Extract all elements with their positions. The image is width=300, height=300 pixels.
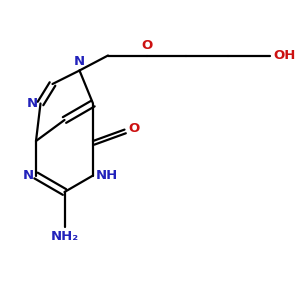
Text: N: N [22, 169, 34, 182]
Text: NH: NH [95, 169, 118, 182]
Text: NH₂: NH₂ [50, 230, 79, 243]
Text: N: N [27, 97, 38, 110]
Text: N: N [74, 55, 85, 68]
Text: O: O [141, 39, 153, 52]
Text: O: O [129, 122, 140, 135]
Text: OH: OH [274, 49, 296, 62]
